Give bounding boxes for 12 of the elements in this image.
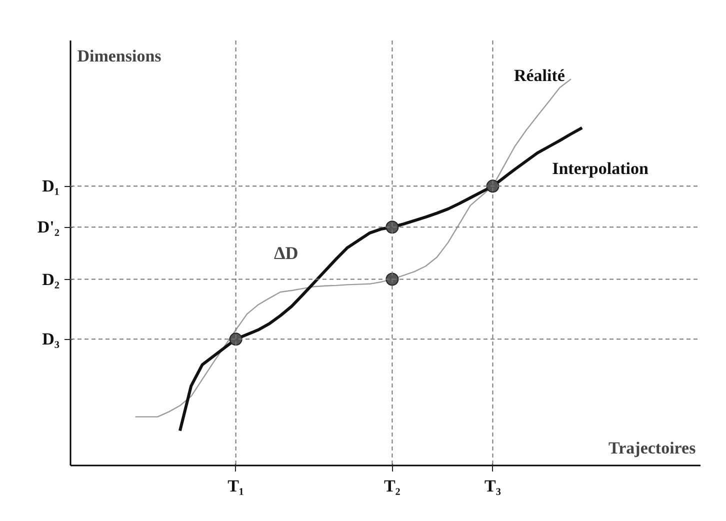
x-tick-label: T₃	[484, 476, 501, 496]
series-label: Interpolation	[552, 158, 649, 178]
ref-line-label: D₂	[42, 270, 60, 289]
ref-line-label: D₁	[42, 176, 60, 196]
ref-line-label: D'₂	[37, 218, 60, 237]
series-label: Réalité	[514, 66, 566, 86]
x-axis-title: Trajectoires	[608, 438, 696, 458]
annotation: ΔD	[274, 243, 298, 263]
x-tick-label: T₂	[384, 476, 400, 496]
x-tick-label: T₁	[228, 476, 244, 496]
y-axis-title: Dimensions	[77, 46, 162, 66]
ref-line-label: D₃	[42, 330, 60, 349]
